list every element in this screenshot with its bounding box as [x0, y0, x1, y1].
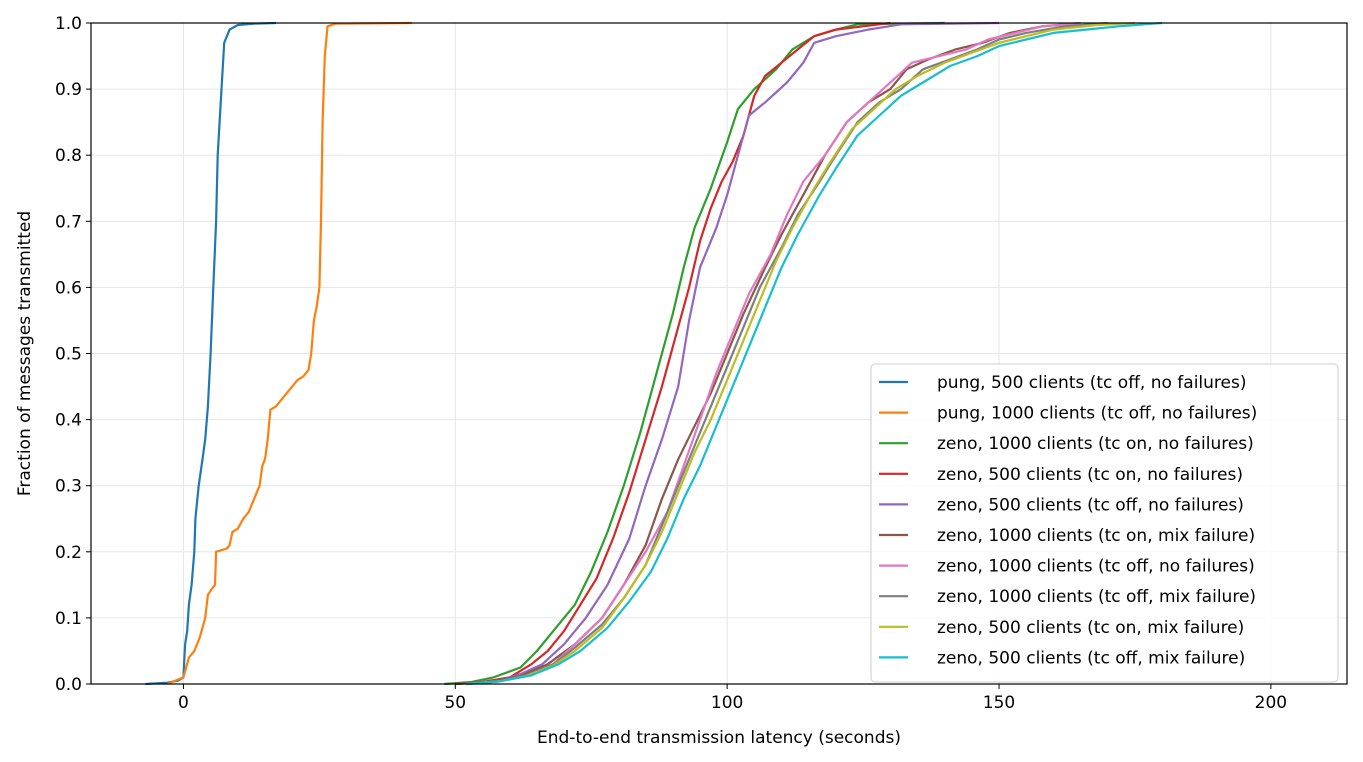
y-axis-label: Fraction of messages transmitted	[15, 211, 35, 496]
legend-label-1: pung, 1000 clients (tc off, no failures)	[937, 404, 1257, 424]
x-axis-label: End-to-end transmission latency (seconds…	[537, 728, 901, 748]
series-line-1	[166, 21, 412, 686]
y-tick-label-4: 0.4	[55, 411, 82, 431]
y-tick-label-10: 1.0	[55, 14, 82, 34]
legend-label-6: zeno, 1000 clients (tc off, no failures)	[937, 557, 1255, 577]
legend: pung, 500 clients (tc off, no failures) p…	[870, 363, 1339, 683]
series-line-0	[145, 21, 276, 686]
x-tick-label-1: 50	[444, 693, 466, 713]
series-line-3	[455, 21, 891, 686]
legend-label-8: zeno, 500 clients (tc on, mix failure)	[937, 618, 1244, 638]
y-axis-ticks: 0.0 0.1 0.2 0.3 0.4 0.5 0.6 0.7 0.8 0.9 1.0	[55, 14, 91, 695]
legend-label-5: zeno, 1000 clients (tc on, mix failure)	[937, 526, 1255, 546]
y-tick-label-5: 0.5	[55, 345, 82, 365]
x-tick-label-4: 200	[1255, 693, 1287, 713]
x-tick-label-3: 150	[983, 693, 1015, 713]
legend-label-3: zeno, 500 clients (tc on, no failures)	[937, 465, 1243, 485]
y-tick-label-6: 0.6	[55, 278, 82, 298]
y-tick-label-8: 0.8	[55, 146, 82, 166]
series-line-2	[444, 21, 945, 686]
legend-box	[870, 363, 1339, 683]
y-tick-label-0: 0.0	[55, 675, 82, 695]
series-line-9	[466, 21, 1163, 686]
series-line-6	[466, 21, 1081, 686]
x-tick-label-2: 100	[711, 693, 743, 713]
y-tick-label-7: 0.7	[55, 212, 82, 232]
series-lines	[145, 21, 1163, 686]
y-tick-label-3: 0.3	[55, 477, 82, 497]
series-line-8	[466, 21, 1135, 686]
legend-label-7: zeno, 1000 clients (tc off, mix failure)	[937, 587, 1256, 607]
x-tick-label-0: 0	[178, 693, 189, 713]
legend-label-0: pung, 500 clients (tc off, no failures)	[937, 373, 1246, 393]
x-axis-ticks: 0 50 100 150 200	[178, 684, 1287, 713]
y-tick-label-2: 0.2	[55, 543, 82, 563]
legend-label-2: zeno, 1000 clients (tc on, no failures)	[937, 434, 1254, 454]
y-tick-label-1: 0.1	[55, 609, 82, 629]
series-line-4	[466, 21, 1000, 686]
y-tick-label-9: 0.9	[55, 80, 82, 100]
legend-label-9: zeno, 500 clients (tc off, mix failure)	[937, 648, 1245, 668]
series-line-7	[466, 21, 1108, 686]
legend-label-4: zeno, 500 clients (tc off, no failures)	[937, 495, 1244, 515]
